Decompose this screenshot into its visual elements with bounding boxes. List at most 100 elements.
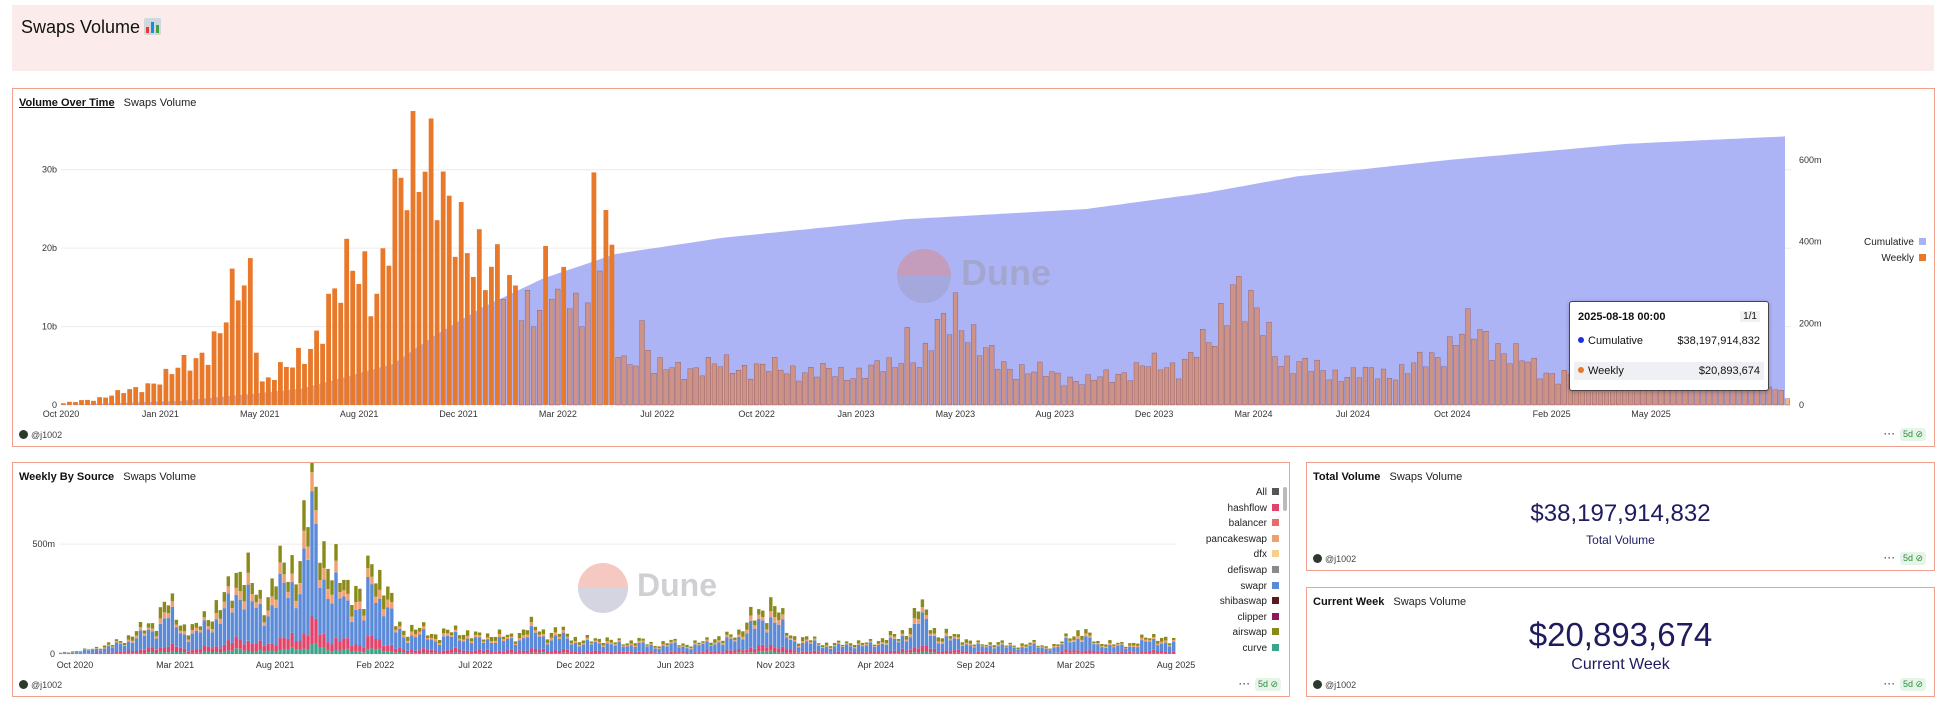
legend-item-airswap[interactable]: airswap (1233, 627, 1279, 638)
weekly-bar (1417, 351, 1423, 406)
freshness-badge[interactable]: 5d ⊘ (1899, 428, 1926, 441)
stack-segment-swapr (1128, 646, 1132, 652)
author[interactable]: @j1002 (19, 430, 62, 440)
stack-segment-hashflow (777, 648, 781, 653)
weekly-bar (1537, 378, 1543, 406)
stack-segment-hashflow (142, 649, 147, 653)
more-button[interactable]: ··· (1883, 553, 1896, 563)
legend-item-All[interactable]: All (1256, 487, 1279, 498)
stack-segment-airswap (888, 631, 893, 636)
weekly-bar (495, 244, 500, 405)
stack-segment-pancakeswap (102, 647, 107, 649)
weekly-bar (115, 390, 121, 405)
freshness-badge[interactable]: 5d ⊘ (1254, 678, 1281, 691)
weekly-bar (826, 368, 832, 406)
stack-segment-airswap (442, 628, 446, 634)
query-name[interactable]: Swaps Volume (123, 471, 197, 483)
tab-volume-over-time[interactable]: Volume Over Time (19, 97, 115, 109)
legend-item-shibaswap[interactable]: shibaswap (1220, 596, 1279, 607)
stack-segment-curve (777, 652, 781, 654)
freshness-badge[interactable]: 5d ⊘ (1899, 552, 1926, 565)
legend-item-defiswap[interactable]: defiswap (1228, 565, 1279, 576)
stack-segment-curve (246, 650, 250, 654)
legend-scrollbar[interactable] (1283, 487, 1287, 511)
stack-segment-hashflow (533, 649, 538, 653)
stack-segment-hashflow (282, 637, 286, 650)
query-name[interactable]: Swaps Volume (1389, 471, 1463, 483)
stack-segment-hashflow (250, 643, 254, 652)
stack-segment-pancakeswap (222, 601, 226, 609)
stack-segment-curve (1104, 653, 1108, 654)
tab-total-volume[interactable]: Total Volume (1313, 471, 1381, 483)
legend-item-pancakeswap[interactable]: pancakeswap (1206, 534, 1279, 545)
stack-segment-curve (681, 653, 685, 654)
stack-segment-swapr (477, 637, 482, 651)
stack-segment-pancakeswap (350, 616, 354, 622)
stack-segment-swapr (1088, 637, 1092, 651)
stack-segment-curve (461, 652, 466, 654)
x-tick-label: Oct 2024 (1434, 409, 1471, 419)
stack-segment-swapr (1076, 638, 1080, 651)
author[interactable]: @j1002 (19, 680, 62, 690)
stack-segment-pancakeswap (553, 632, 558, 636)
stack-segment-curve (721, 653, 725, 654)
stack-segment-pancakeswap (876, 643, 881, 645)
stack-segment-airswap (809, 640, 813, 643)
legend-item-swapr[interactable]: swapr (1240, 581, 1279, 592)
stack-segment-curve (1084, 653, 1088, 654)
stack-segment-swapr (832, 646, 837, 653)
legend-item-weekly[interactable]: Weekly (1881, 253, 1926, 264)
freshness-badge[interactable]: 5d ⊘ (1899, 678, 1926, 691)
stack-segment-hashflow (106, 652, 111, 654)
stack-segment-swapr (625, 646, 629, 652)
stack-segment-airswap (410, 624, 414, 632)
stack-segment-curve (298, 649, 302, 654)
stack-segment-curve (549, 653, 554, 654)
author[interactable]: @j1002 (1313, 554, 1356, 564)
stack-segment-curve (1020, 653, 1024, 654)
stack-segment-airswap (1112, 644, 1116, 647)
stack-segment-curve (553, 653, 558, 654)
stack-segment-swapr (864, 645, 869, 653)
stack-segment-airswap (689, 646, 693, 649)
stack-segment-swapr (880, 643, 885, 652)
more-button[interactable]: ··· (1883, 679, 1896, 689)
weekly-bar (1495, 343, 1501, 406)
stack-segment-swapr (338, 598, 342, 642)
x-tick-label: May 2021 (240, 409, 280, 419)
stack-segment-curve (809, 653, 813, 654)
tab-weekly-by-source[interactable]: Weekly By Source (19, 471, 115, 483)
tab-current-week[interactable]: Current Week (1313, 596, 1385, 608)
legend-item-hashflow[interactable]: hashflow (1228, 503, 1279, 514)
stack-segment-swapr (952, 638, 956, 651)
stack-segment-hashflow (146, 647, 151, 653)
stack-segment-curve (1140, 653, 1144, 654)
weekly-bar (1085, 374, 1091, 406)
weekly-bar (380, 248, 386, 405)
author[interactable]: @j1002 (1313, 680, 1356, 690)
volume-over-time-card: Volume Over Time Swaps Volume 0 10b 20b 30b… (12, 88, 1935, 447)
stack-segment-airswap (477, 632, 482, 636)
stack-segment-swapr (824, 646, 829, 653)
legend-item-dfx[interactable]: dfx (1254, 549, 1279, 560)
stack-segment-hashflow (501, 651, 506, 654)
legend-item-clipper[interactable]: clipper (1238, 612, 1279, 623)
stack-segment-pancakeswap (342, 590, 346, 597)
legend-item-curve[interactable]: curve (1243, 643, 1279, 654)
stack-segment-airswap (457, 635, 462, 639)
more-button[interactable]: ··· (1238, 679, 1251, 689)
legend-item-cumulative[interactable]: Cumulative (1864, 237, 1926, 248)
stack-segment-swapr (1056, 647, 1060, 653)
legend-item-balancer[interactable]: balancer (1229, 518, 1279, 529)
stack-segment-airswap (378, 569, 382, 590)
bar-chart-emoji-icon (144, 18, 162, 40)
weekly-bar (1079, 384, 1085, 406)
stack-segment-pancakeswap (705, 639, 709, 642)
stack-segment-hashflow (928, 648, 933, 653)
stack-segment-swapr (489, 642, 494, 652)
stack-segment-pancakeswap (765, 629, 769, 633)
stack-segment-pancakeswap (358, 601, 362, 610)
more-button[interactable]: ··· (1883, 429, 1896, 439)
query-name[interactable]: Swaps Volume (1393, 596, 1467, 608)
query-name[interactable]: Swaps Volume (123, 97, 197, 109)
